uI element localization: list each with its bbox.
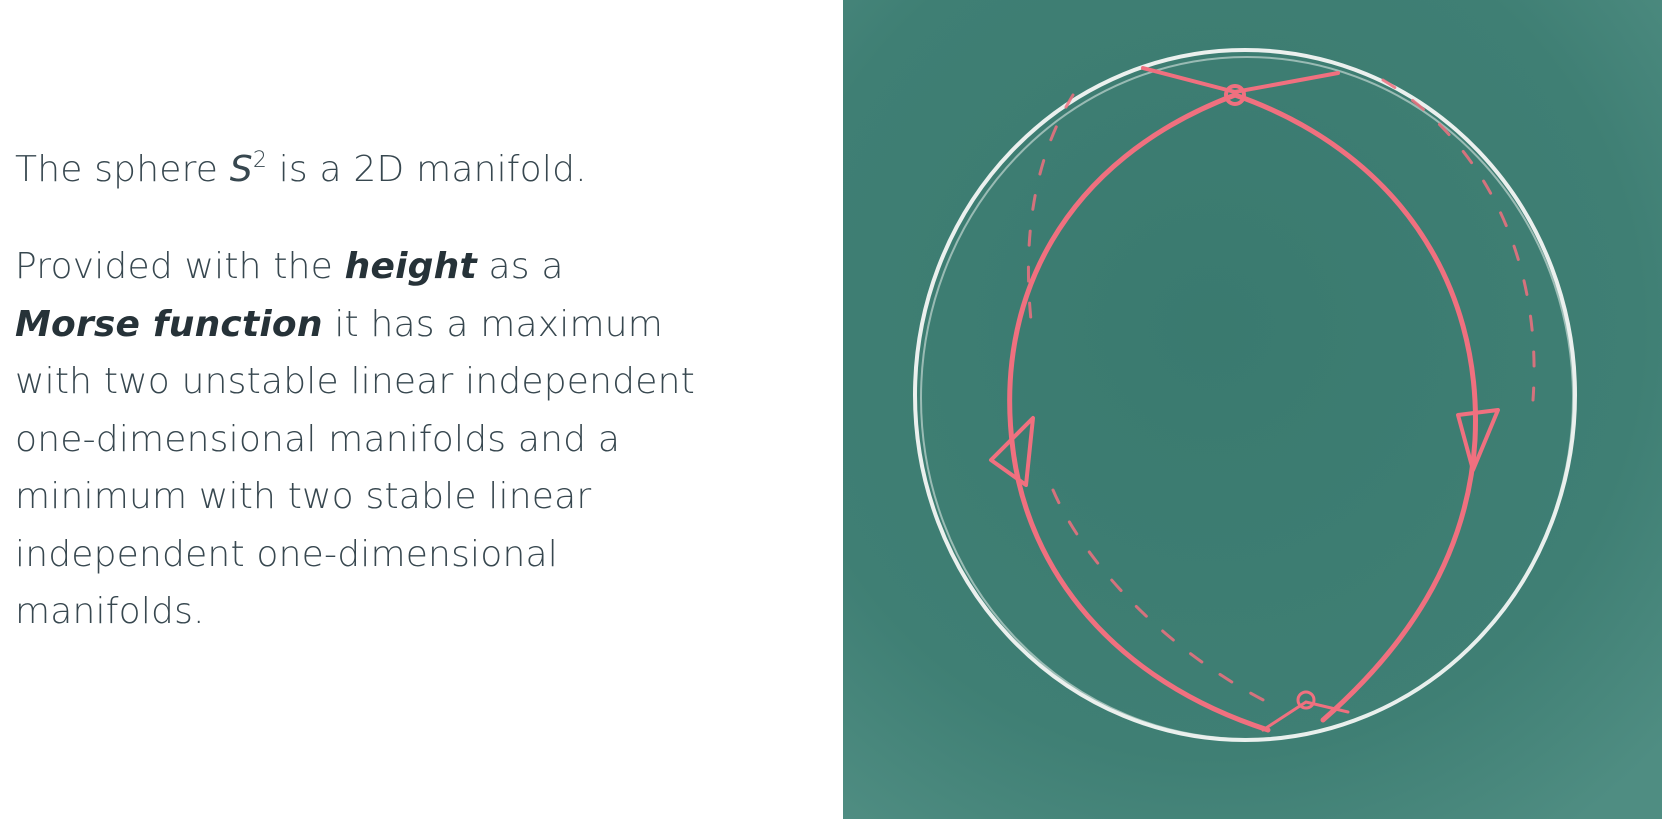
sphere-exponent: 2 xyxy=(252,148,268,173)
hidden-meridian xyxy=(1026,78,1536,707)
morse-paragraph: Provided with the height as a Morse func… xyxy=(15,238,735,641)
paragraph-line: with two unstable linear independent xyxy=(15,361,695,402)
left-meridian xyxy=(1007,92,1271,733)
morse-function-term: Morse function xyxy=(15,303,323,345)
chalkboard-illustration xyxy=(843,0,1662,819)
sphere-symbol: S xyxy=(229,149,253,190)
height-term: height xyxy=(344,246,477,287)
sphere-drawing xyxy=(843,0,1662,819)
maximum-point xyxy=(1224,84,1246,106)
right-meridian xyxy=(1232,92,1478,723)
left-arrow-head xyxy=(989,416,1035,487)
line-text: as a xyxy=(476,246,564,287)
paragraph-line: Morse function it has a maximum xyxy=(15,296,735,354)
paragraph-line: Provided with the height as a xyxy=(15,238,735,296)
paragraph-line: one-dimensional manifolds and a xyxy=(15,418,621,460)
bottom-tangent xyxy=(1261,700,1350,732)
minimum-point xyxy=(1296,690,1316,710)
intro-suffix: is a 2D manifold. xyxy=(267,149,587,190)
sphere-outline xyxy=(913,48,1577,742)
top-tangent xyxy=(1141,66,1340,95)
line-text: it has a maximum xyxy=(322,303,664,345)
right-arrow-head xyxy=(1456,408,1500,472)
board-background xyxy=(843,0,1662,819)
line-text: Provided with the xyxy=(15,246,345,287)
text-column: The sphere S2 is a 2D manifold. Provided… xyxy=(15,150,735,641)
paragraph-line: manifolds. xyxy=(15,591,205,632)
paragraph-line: independent one-dimensional xyxy=(15,533,558,575)
paragraph-line: minimum with two stable linear xyxy=(15,476,592,517)
sphere-outline-smudge xyxy=(920,56,1574,740)
intro-sentence: The sphere S2 is a 2D manifold. xyxy=(15,150,735,190)
intro-prefix: The sphere xyxy=(15,149,230,190)
